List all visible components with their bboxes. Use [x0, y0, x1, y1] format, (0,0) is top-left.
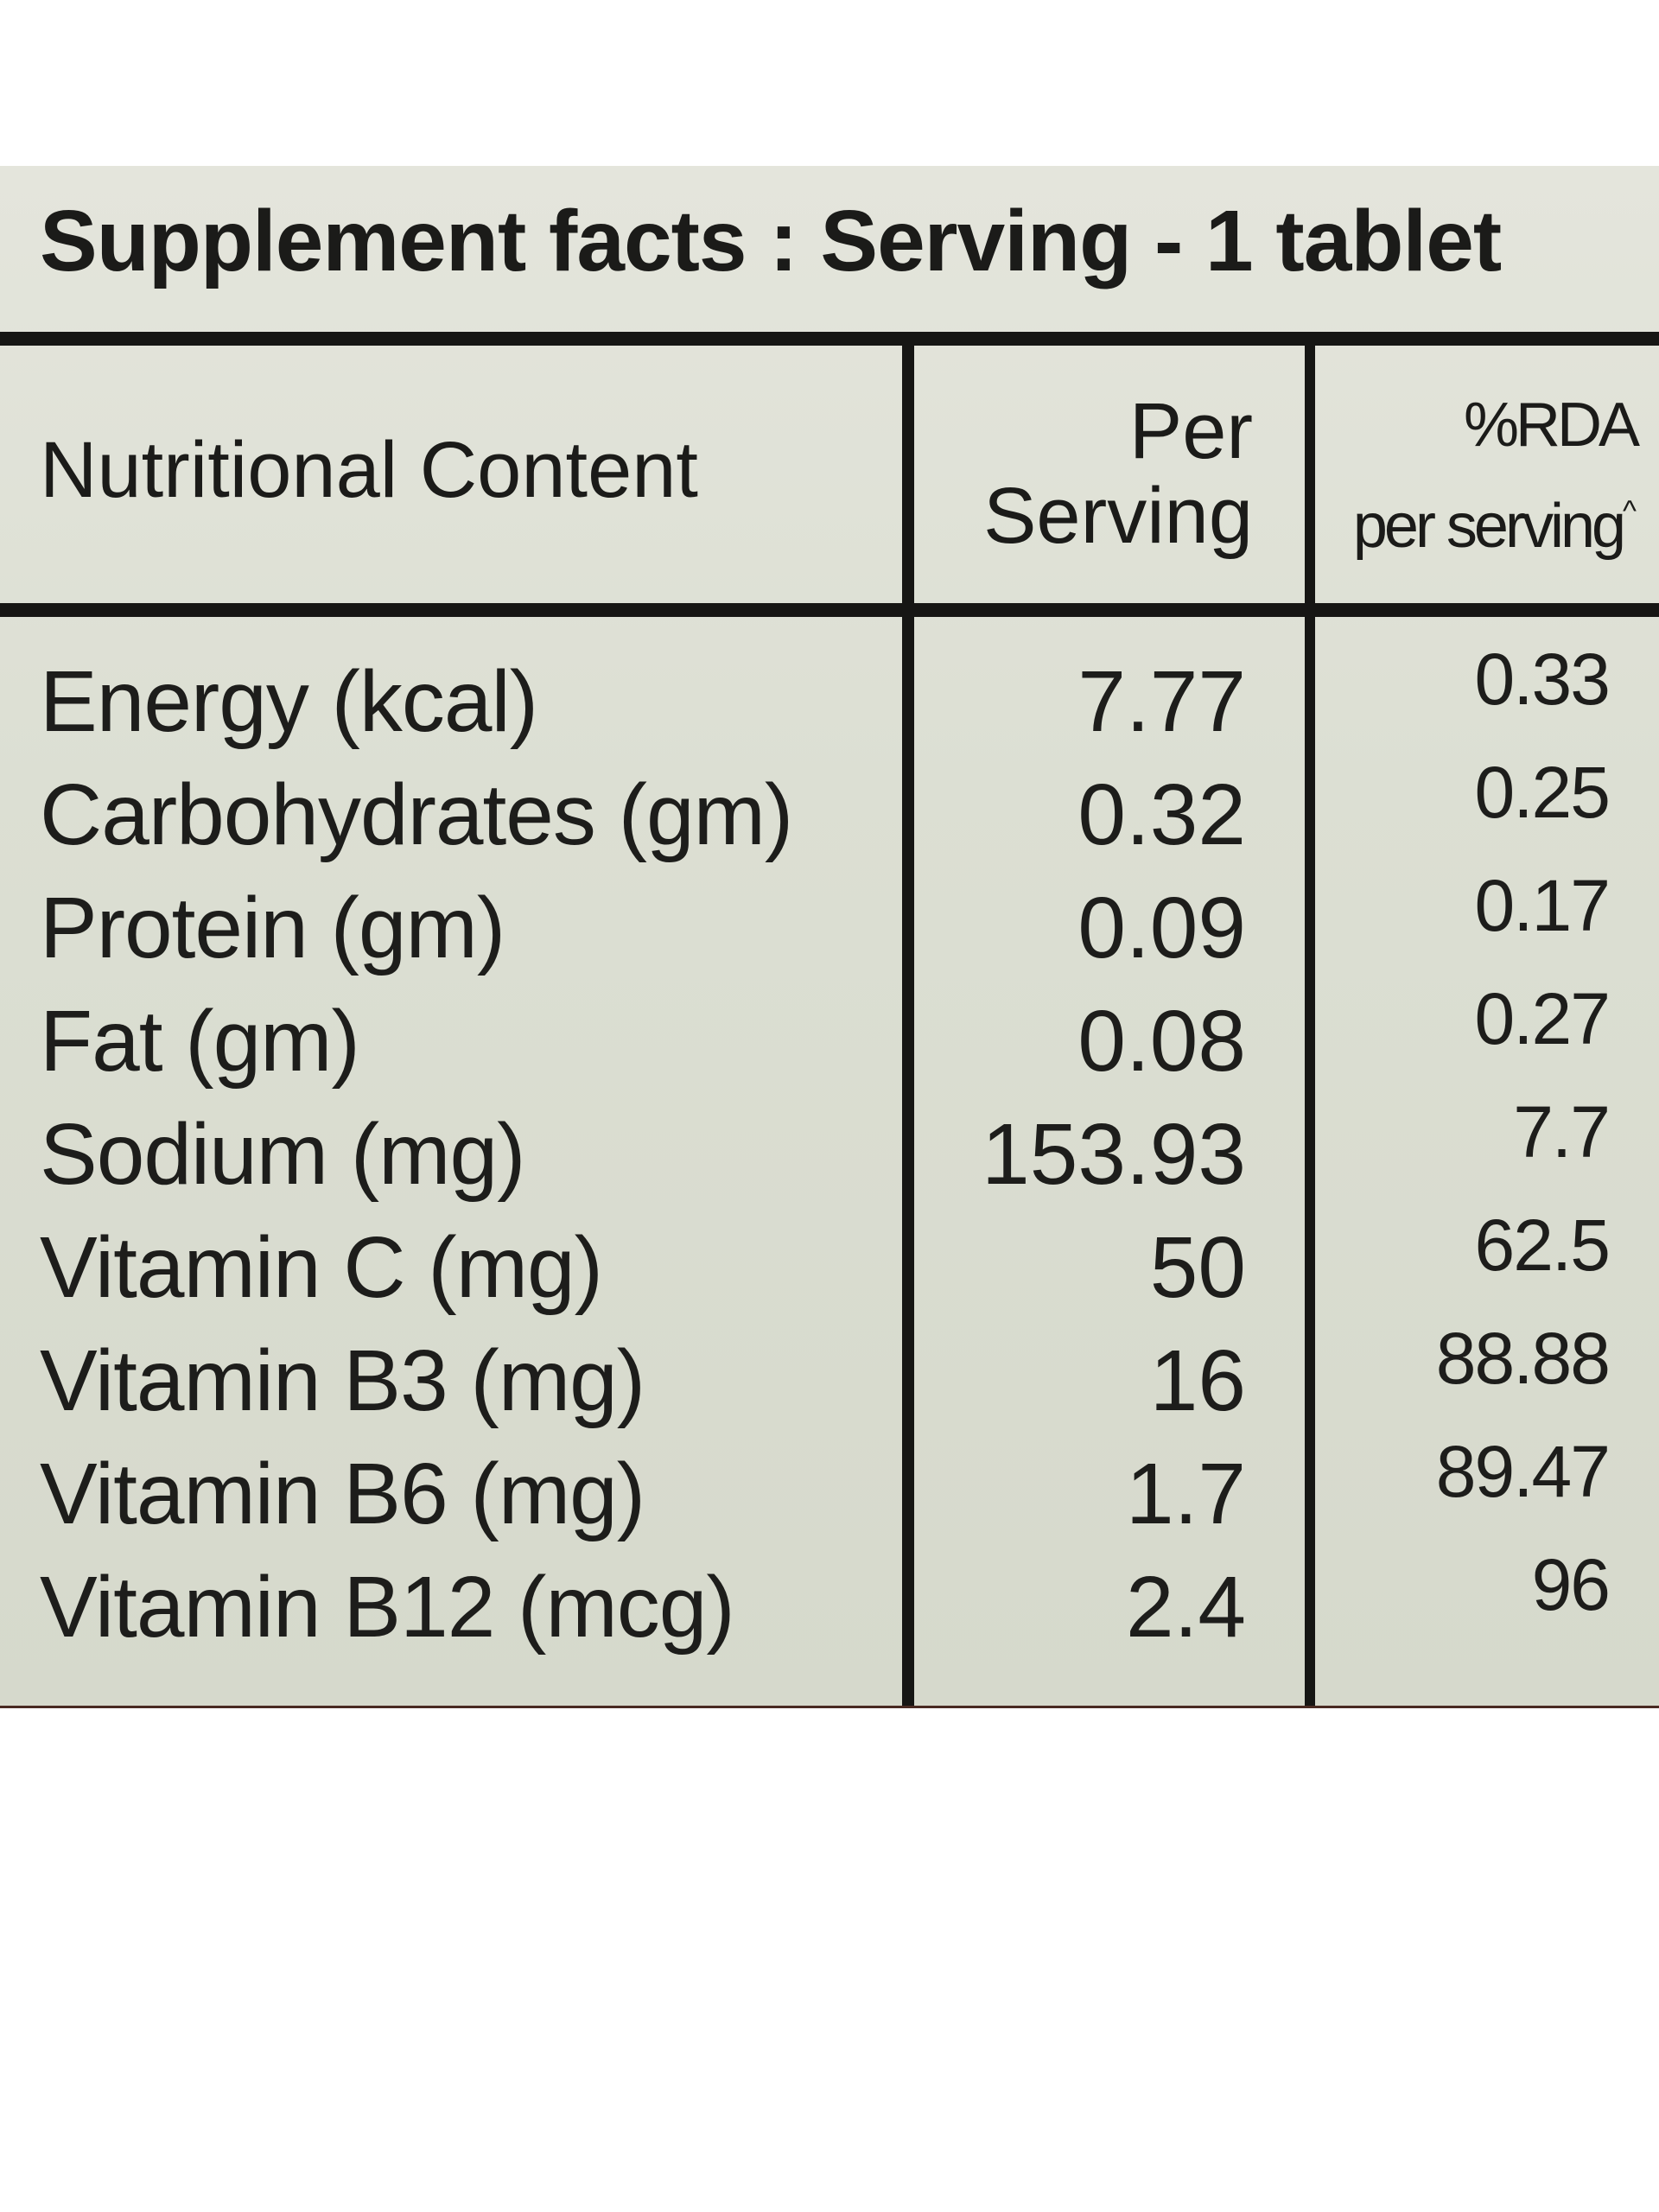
rda-header-line1: %RDA	[1463, 391, 1640, 460]
rda-value: 7.7	[1513, 1091, 1611, 1173]
table-row: Vitamin B3 (mg) 16 88.88	[0, 1318, 1659, 1438]
nutrient-name: Protein (gm)	[40, 880, 505, 976]
rda-value: 0.25	[1474, 752, 1611, 833]
rda-header-line2: per serving^	[1322, 468, 1637, 569]
table-row: Carbohydrates (gm) 0.32 0.25	[0, 752, 1659, 872]
per-serving-value: 1.7	[1125, 1446, 1246, 1542]
table-row: Fat (gm) 0.08 0.27	[0, 978, 1659, 1098]
column-divider-1	[902, 332, 914, 1706]
column-divider-2	[1305, 332, 1315, 1706]
nutrient-name: Vitamin B3 (mg)	[40, 1332, 645, 1429]
rda-header: %RDA per serving^	[1322, 382, 1640, 569]
table-row: Protein (gm) 0.09 0.17	[0, 865, 1659, 985]
table-row: Sodium (mg) 153.93 7.7	[0, 1091, 1659, 1211]
rda-header-line2-text: per serving	[1352, 492, 1626, 561]
rda-value: 0.33	[1474, 639, 1611, 720]
per-serving-value: 16	[1149, 1332, 1246, 1429]
rda-footnote-mark: ^	[1623, 495, 1637, 528]
supplement-facts-title: Supplement facts : Serving - 1 tablet	[40, 193, 1502, 289]
nutrient-name: Vitamin C (mg)	[40, 1219, 603, 1316]
nutrient-name: Sodium (mg)	[40, 1106, 525, 1203]
supplement-label-photo: Supplement facts : Serving - 1 tablet Nu…	[0, 166, 1659, 1708]
rda-value: 96	[1531, 1544, 1611, 1625]
nutritional-content-header: Nutritional Content	[40, 426, 698, 514]
table-row: Vitamin C (mg) 50 62.5	[0, 1205, 1659, 1325]
nutrient-name: Energy (kcal)	[40, 653, 538, 750]
rda-value: 0.27	[1474, 978, 1611, 1059]
header-divider	[0, 603, 1659, 617]
per-serving-header: Per Serving	[933, 389, 1253, 558]
top-divider	[0, 332, 1659, 346]
per-serving-value: 0.09	[1077, 880, 1246, 976]
per-serving-value: 0.32	[1077, 766, 1246, 863]
per-serving-value: 153.93	[982, 1106, 1246, 1203]
table-row: Energy (kcal) 7.77 0.33	[0, 639, 1659, 759]
label-paper: Supplement facts : Serving - 1 tablet Nu…	[0, 166, 1659, 1706]
nutrient-name: Carbohydrates (gm)	[40, 766, 793, 863]
per-serving-value: 50	[1149, 1219, 1246, 1316]
nutrient-rows: Energy (kcal) 7.77 0.33 Carbohydrates (g…	[0, 639, 1659, 1664]
rda-value: 88.88	[1435, 1318, 1611, 1399]
table-row: Vitamin B12 (mcg) 2.4 96	[0, 1544, 1659, 1664]
rda-value: 89.47	[1435, 1431, 1611, 1512]
nutrient-name: Vitamin B6 (mg)	[40, 1446, 645, 1542]
rda-value: 62.5	[1474, 1205, 1611, 1286]
rda-value: 0.17	[1474, 865, 1611, 946]
nutrient-name: Fat (gm)	[40, 993, 360, 1090]
per-serving-value: 7.77	[1077, 653, 1246, 750]
per-serving-header-line1: Per	[1128, 387, 1253, 475]
per-serving-value: 2.4	[1125, 1559, 1246, 1656]
per-serving-header-line2: Serving	[983, 472, 1253, 560]
table-row: Vitamin B6 (mg) 1.7 89.47	[0, 1431, 1659, 1551]
per-serving-value: 0.08	[1077, 993, 1246, 1090]
nutrient-name: Vitamin B12 (mcg)	[40, 1559, 735, 1656]
